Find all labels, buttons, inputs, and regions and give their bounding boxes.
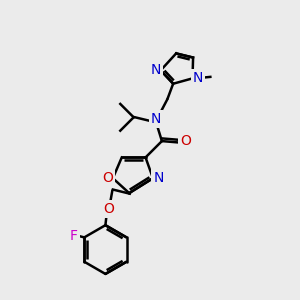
Text: N: N <box>153 171 164 185</box>
Text: F: F <box>70 229 78 243</box>
Text: O: O <box>102 171 113 185</box>
Text: N: N <box>150 63 161 77</box>
Text: N: N <box>193 71 203 85</box>
Text: O: O <box>103 202 114 216</box>
Text: O: O <box>180 134 191 148</box>
Text: N: N <box>151 112 161 126</box>
